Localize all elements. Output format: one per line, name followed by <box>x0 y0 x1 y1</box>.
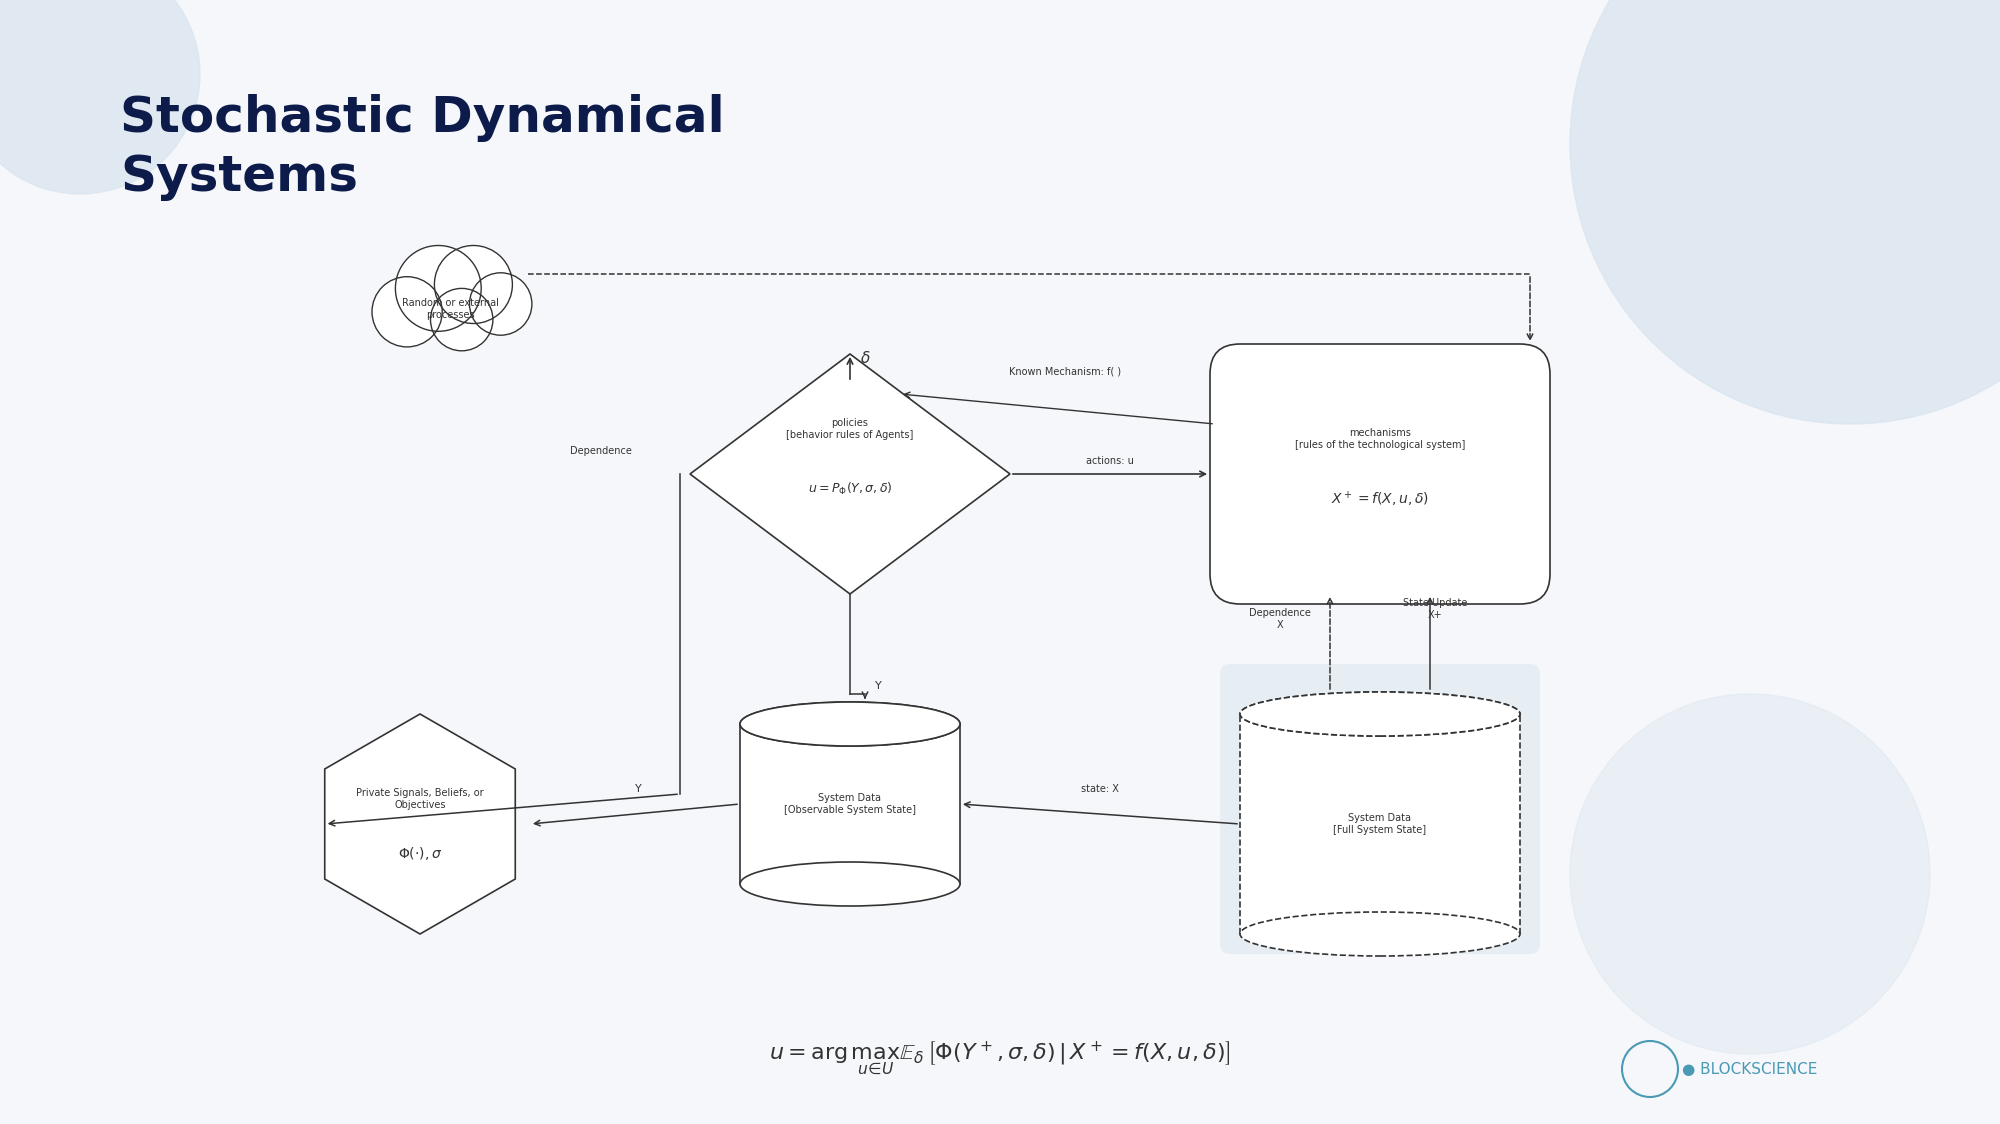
Circle shape <box>372 277 442 347</box>
Text: $u = \arg\max_{u \in U} \mathbb{E}_{\delta}\left[\Phi(Y^+, \sigma, \delta)\,|\,X: $u = \arg\max_{u \in U} \mathbb{E}_{\del… <box>770 1040 1230 1078</box>
Circle shape <box>430 289 492 351</box>
Text: actions: u: actions: u <box>1086 456 1134 466</box>
Text: $X^+ = f(X, u, \delta)$: $X^+ = f(X, u, \delta)$ <box>1332 489 1428 509</box>
Circle shape <box>1570 0 2000 424</box>
Text: $\delta$: $\delta$ <box>860 350 870 366</box>
Text: policies
[behavior rules of Agents]: policies [behavior rules of Agents] <box>786 418 914 441</box>
Text: State Update
X+: State Update X+ <box>1402 598 1468 620</box>
Ellipse shape <box>740 862 960 906</box>
Text: Y: Y <box>636 785 642 794</box>
Circle shape <box>396 245 482 332</box>
Text: $u = P_\Phi(Y, \sigma, \delta)$: $u = P_\Phi(Y, \sigma, \delta)$ <box>808 481 892 497</box>
Circle shape <box>0 0 200 194</box>
Ellipse shape <box>1240 692 1520 736</box>
Text: ● BLOCKSCIENCE: ● BLOCKSCIENCE <box>1682 1061 1818 1077</box>
FancyBboxPatch shape <box>1240 714 1520 934</box>
Ellipse shape <box>740 702 960 746</box>
Text: Private Signals, Beliefs, or
Objectives: Private Signals, Beliefs, or Objectives <box>356 788 484 810</box>
Text: Random or external
processes: Random or external processes <box>402 298 498 320</box>
FancyBboxPatch shape <box>1210 344 1550 604</box>
Polygon shape <box>324 714 516 934</box>
Text: mechanisms
[rules of the technological system]: mechanisms [rules of the technological s… <box>1294 428 1466 451</box>
Text: Stochastic Dynamical
Systems: Stochastic Dynamical Systems <box>120 94 724 201</box>
FancyBboxPatch shape <box>1220 664 1540 954</box>
Text: System Data
[Observable System State]: System Data [Observable System State] <box>784 792 916 815</box>
Ellipse shape <box>1240 912 1520 957</box>
FancyBboxPatch shape <box>740 724 960 883</box>
Circle shape <box>434 245 512 324</box>
Circle shape <box>470 273 532 335</box>
Polygon shape <box>690 354 1010 593</box>
Text: System Data
[Full System State]: System Data [Full System State] <box>1334 813 1426 835</box>
Ellipse shape <box>740 702 960 746</box>
Text: $\Phi(\cdot), \sigma$: $\Phi(\cdot), \sigma$ <box>398 845 442 862</box>
Text: state: X: state: X <box>1082 785 1118 794</box>
Circle shape <box>1570 694 1930 1054</box>
Text: Y: Y <box>876 681 882 691</box>
Text: Known Mechanism: f( ): Known Mechanism: f( ) <box>1008 366 1122 377</box>
Text: Dependence: Dependence <box>570 446 632 456</box>
Text: Dependence
X: Dependence X <box>1250 608 1310 629</box>
Ellipse shape <box>1240 692 1520 736</box>
